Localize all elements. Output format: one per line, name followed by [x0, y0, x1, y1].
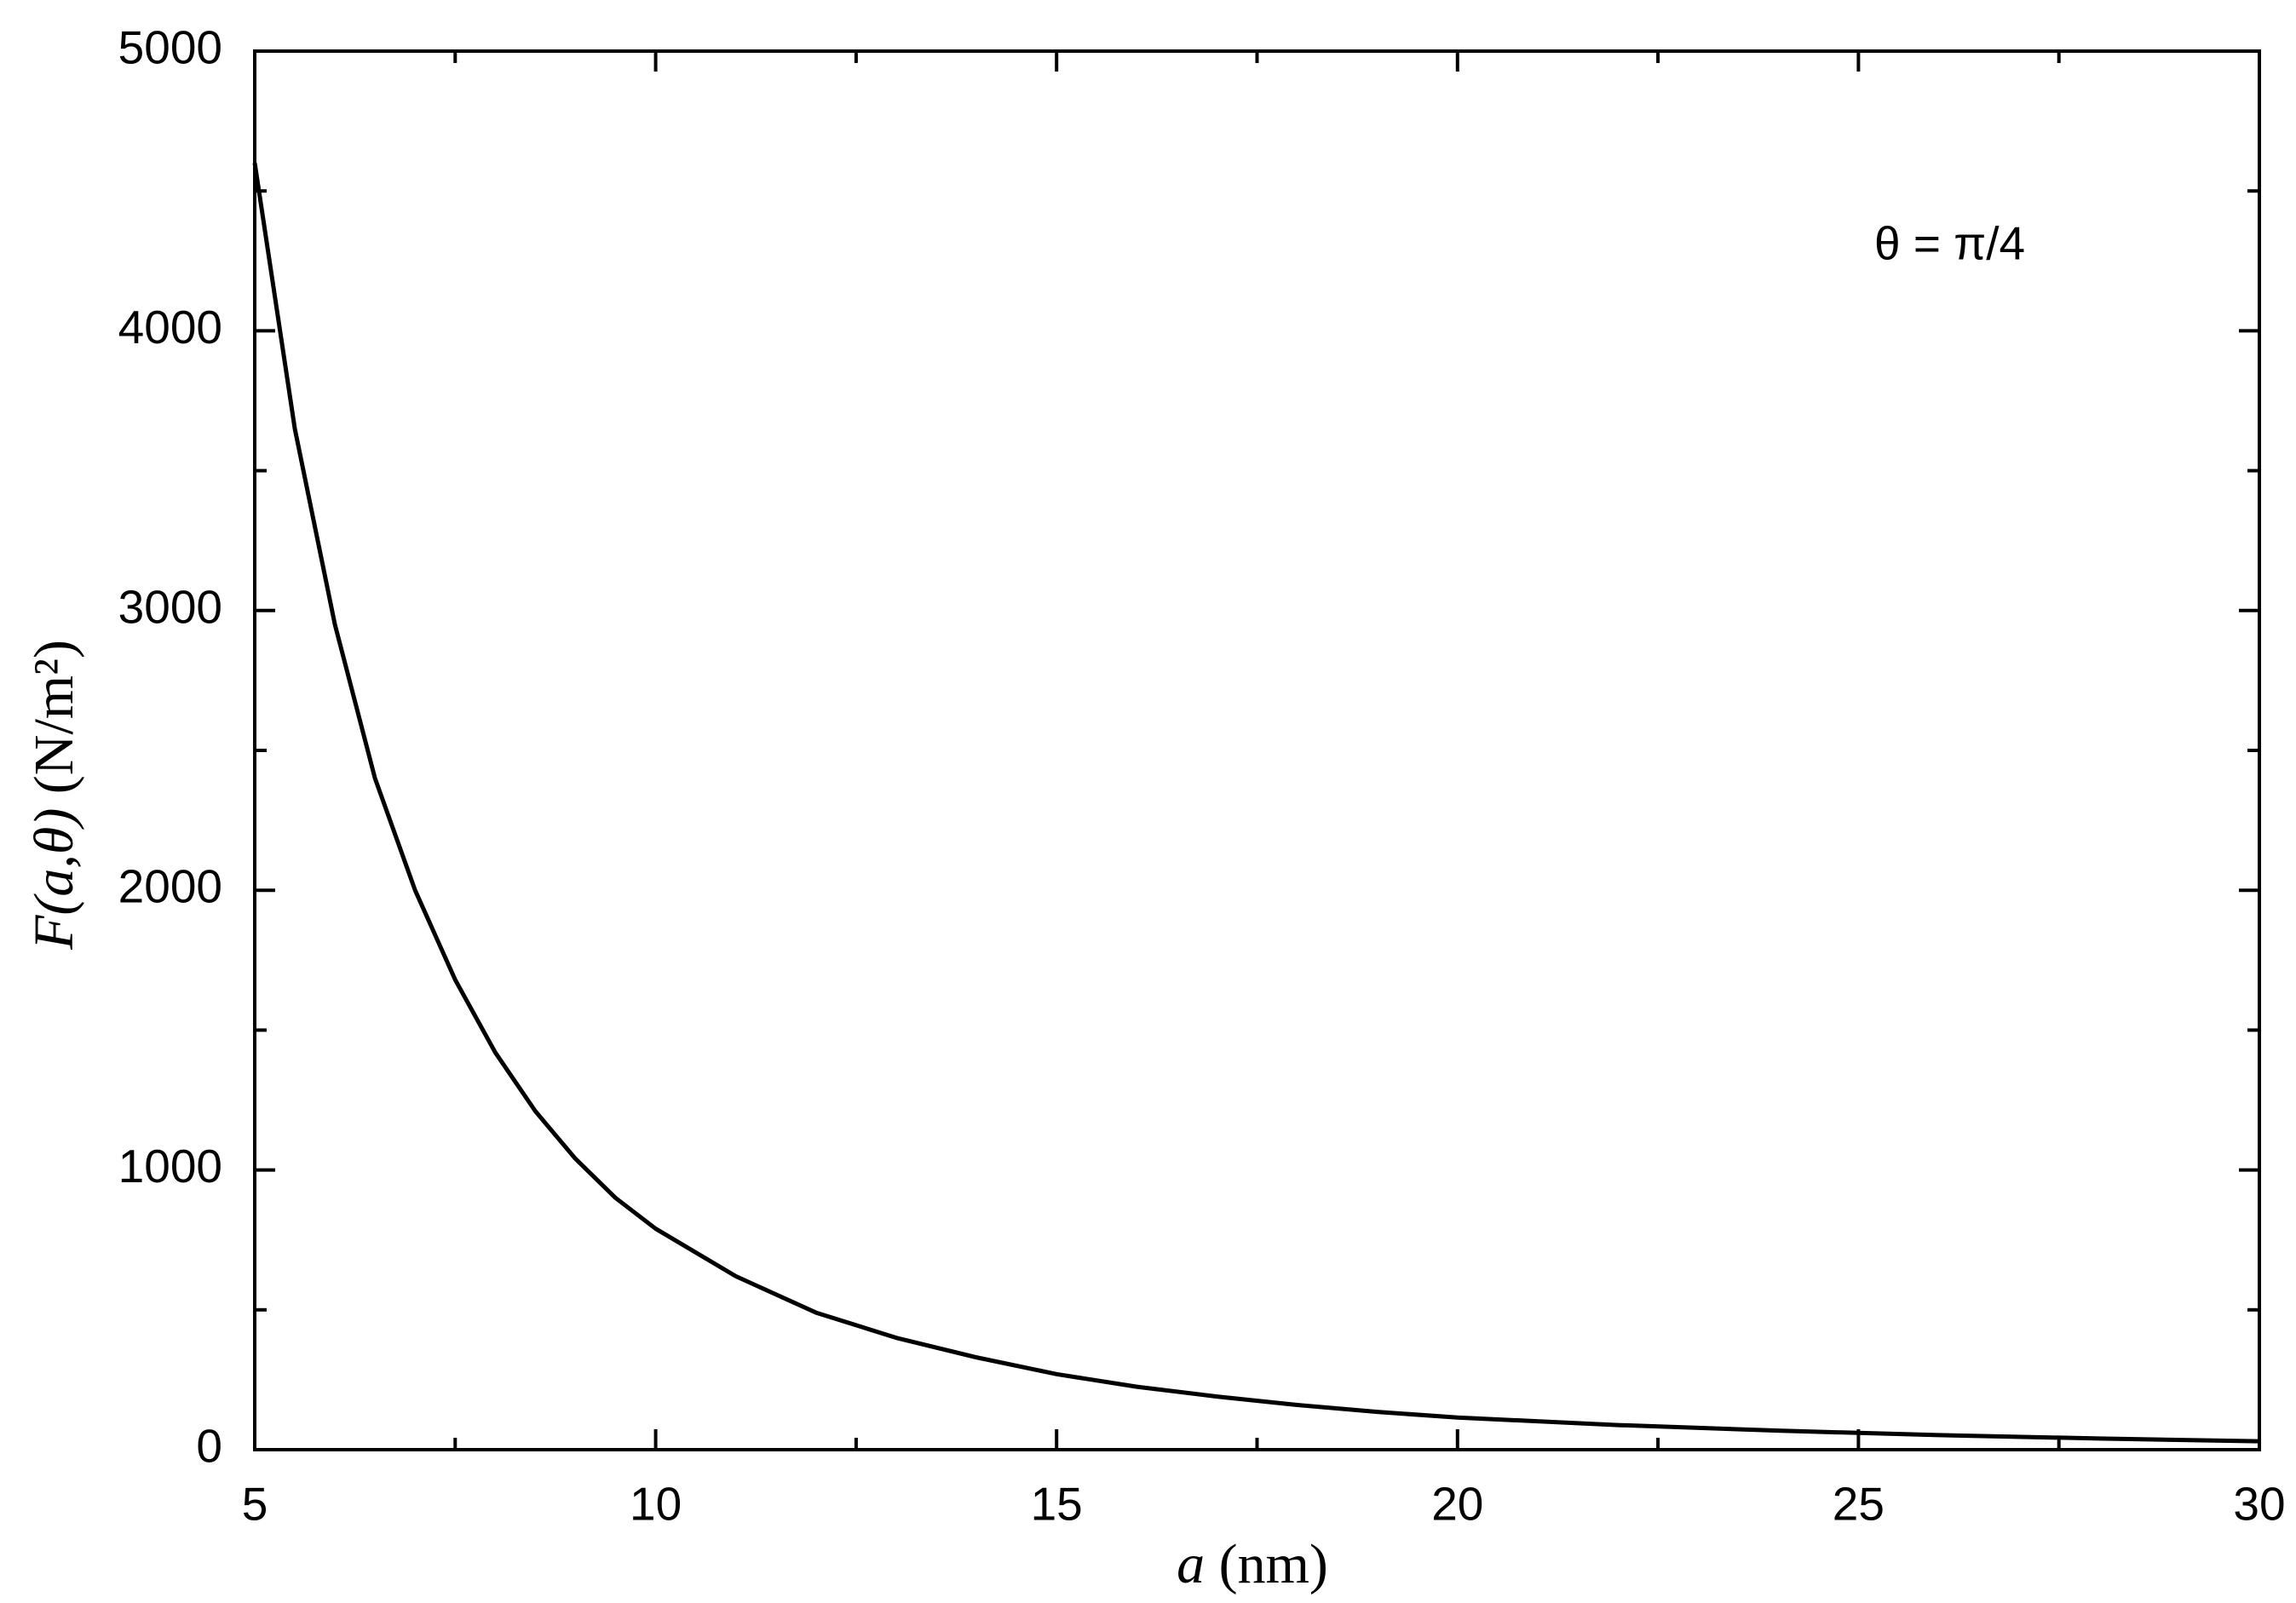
x-tick-label: 10: [630, 1478, 682, 1531]
x-tick-label: 20: [1431, 1478, 1483, 1531]
y-tick-label: 3000: [118, 580, 222, 633]
data-line: [252, 162, 2260, 1444]
x-tick-label: 15: [1031, 1478, 1083, 1531]
x-tick-label: 25: [1833, 1478, 1885, 1531]
y-tick-label: 5000: [118, 21, 222, 74]
x-axis-label: a (nm): [1177, 1533, 1328, 1595]
y-label: F(a,θ): [23, 808, 85, 951]
x-tick-label: 5: [242, 1478, 268, 1531]
y-tick-label: 2000: [118, 860, 222, 913]
y-tick-label: 0: [196, 1420, 222, 1473]
y-axis-label: F(a,θ) (N/m²): [23, 640, 85, 951]
y-tick-label: 4000: [118, 301, 222, 353]
x-unit: (nm): [1219, 1533, 1328, 1595]
x-label: a: [1177, 1533, 1205, 1595]
plot-frame: [253, 49, 2261, 1451]
x-tick-label: 30: [2233, 1478, 2285, 1531]
y-unit: (N/m²): [23, 640, 85, 794]
annotation: θ = π/4: [1874, 217, 2025, 270]
y-tick-label: 1000: [118, 1140, 222, 1192]
